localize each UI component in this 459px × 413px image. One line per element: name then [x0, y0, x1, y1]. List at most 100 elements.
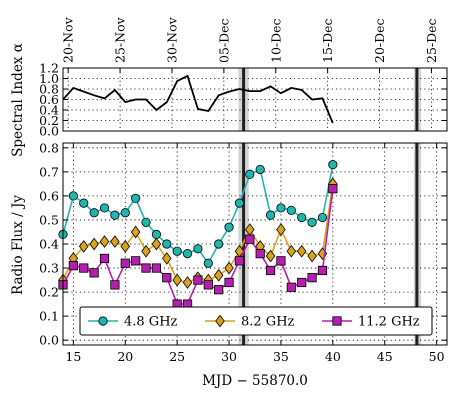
data-point — [245, 234, 255, 244]
data-point — [234, 256, 245, 266]
bottom-y-tick-label: 0.7 — [39, 164, 59, 179]
bottom-y-tick-label: 0.5 — [39, 212, 59, 227]
top-y-tick-label: 0.8 — [39, 82, 59, 97]
data-point — [224, 222, 234, 232]
series-2 — [58, 184, 338, 309]
data-point — [213, 268, 224, 282]
top-y-tick-label: 1.0 — [39, 71, 59, 86]
data-point — [317, 265, 328, 276]
x-tick-label: 45 — [377, 349, 393, 364]
data-point — [276, 223, 286, 236]
top-y-axis-label: Spectral Index α — [10, 43, 26, 157]
data-point — [141, 217, 151, 227]
data-point — [89, 268, 99, 278]
x-axis-label: MJD − 55870.0 — [202, 373, 308, 389]
bottom-y-tick-label: 0.1 — [39, 309, 59, 324]
data-point — [141, 244, 151, 258]
data-point — [120, 208, 130, 218]
data-point — [297, 277, 307, 288]
data-point — [120, 240, 131, 253]
bottom-y-tick-label: 0.0 — [39, 333, 59, 348]
data-point — [89, 208, 99, 218]
data-point — [286, 244, 297, 258]
data-point — [172, 246, 182, 256]
date-label: 05-Dec — [216, 18, 231, 63]
data-point — [151, 237, 162, 251]
data-point — [89, 237, 99, 251]
spectral-index-line — [62, 74, 334, 124]
date-label: 20-Dec — [372, 18, 387, 63]
data-point — [234, 198, 245, 208]
bottom-y-tick-label: 0.2 — [39, 285, 59, 300]
data-point — [296, 244, 307, 258]
data-point — [265, 210, 276, 220]
data-point — [307, 217, 317, 227]
data-point — [79, 240, 89, 253]
data-point — [224, 261, 234, 275]
data-point — [328, 160, 338, 170]
data-point — [172, 273, 182, 287]
date-label: 25-Nov — [113, 16, 128, 63]
data-point — [297, 212, 307, 223]
data-point — [328, 184, 338, 194]
data-point — [276, 203, 286, 213]
bottom-y-tick-label: 0.6 — [39, 188, 59, 203]
top-y-tick-label: 0.4 — [39, 103, 59, 118]
series-0 — [58, 160, 338, 268]
legend-label: 11.2 GHz — [358, 315, 420, 330]
data-point — [162, 239, 172, 249]
data-point — [193, 244, 203, 254]
data-point — [182, 249, 193, 259]
x-tick-label: 35 — [273, 349, 289, 364]
bottom-y-tick-label: 0.4 — [39, 237, 59, 252]
date-label: 15-Dec — [320, 18, 335, 63]
data-point — [203, 258, 213, 268]
x-tick-label: 15 — [65, 349, 81, 364]
date-label: 10-Dec — [268, 18, 283, 63]
legend-marker — [332, 316, 342, 326]
x-tick-label: 50 — [429, 349, 445, 364]
legend-marker — [98, 316, 108, 326]
data-point — [110, 235, 120, 248]
legend-label: 8.2 GHz — [241, 315, 295, 330]
series-1 — [58, 177, 338, 289]
top-y-tick-label: 0.0 — [39, 124, 59, 139]
data-point — [214, 239, 224, 249]
x-tick-label: 20 — [117, 349, 133, 364]
spectral-index-panel: 0.00.20.40.60.81.01.2 20-Nov 25-Nov 30-Nov… — [10, 16, 448, 157]
data-point — [214, 285, 224, 295]
legend-marker — [215, 314, 225, 328]
data-point — [265, 249, 276, 263]
data-point — [131, 256, 141, 266]
data-point — [130, 225, 141, 239]
top-y-tick-label: 1.2 — [39, 61, 59, 76]
top-y-tick-label: 0.2 — [39, 113, 59, 128]
data-point — [68, 191, 78, 201]
date-label: 20-Nov — [61, 16, 76, 63]
data-point — [317, 212, 328, 223]
data-point — [79, 263, 89, 273]
data-point — [68, 261, 78, 271]
legend-label: 4.8 GHz — [124, 315, 178, 330]
data-point — [193, 275, 203, 285]
radio-flux-panel: 0.0 0.1 0.2 0.3 0.4 0.5 0.6 0.7 0.8 15 20 25 30 35 40… — [10, 140, 448, 389]
data-point — [255, 164, 265, 175]
x-tick-label: 30 — [221, 349, 237, 364]
data-point — [307, 273, 317, 283]
data-point — [151, 263, 162, 273]
data-point — [110, 210, 120, 220]
legend-box — [79, 306, 433, 336]
data-point — [120, 258, 130, 268]
bottom-y-axis-label: Radio Flux / Jy — [10, 195, 26, 295]
bottom-y-tick-label: 0.8 — [39, 140, 59, 155]
bottom-y-tick-label: 0.3 — [39, 261, 59, 276]
data-point — [255, 249, 265, 259]
top-y-tick-label: 0.6 — [39, 92, 59, 107]
date-label: 25-Dec — [424, 18, 439, 63]
data-point — [265, 265, 276, 276]
data-point — [151, 229, 162, 239]
data-point — [224, 277, 234, 288]
data-point — [286, 282, 296, 292]
data-point — [141, 263, 151, 273]
